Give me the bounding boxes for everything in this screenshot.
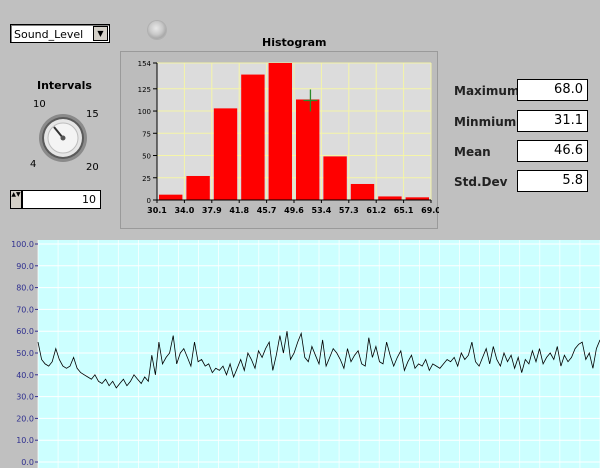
knob-tick-label: 15 xyxy=(86,109,99,120)
waveform-y-tick-label: 40.0 xyxy=(16,371,34,380)
histogram-x-tick-label: 69.0 xyxy=(421,206,439,215)
waveform-y-tick-label: 90.0 xyxy=(16,262,34,271)
stat-value-mean: 46.6 xyxy=(517,140,588,162)
histogram-title: Histogram xyxy=(262,36,327,49)
stat-value-minimum: 31.1 xyxy=(517,110,588,132)
histogram-bar xyxy=(213,108,238,200)
waveform-y-tick-label: 100.0 xyxy=(11,240,34,249)
histogram-bar xyxy=(323,156,347,200)
histogram-bar xyxy=(296,99,320,200)
channel-selector[interactable]: Sound_Level ▼ xyxy=(10,24,110,43)
histogram-y-tick-label: 154 xyxy=(138,60,152,68)
histogram-panel: 154 125 100 75 50 25 0 30.1 34.0 37.9 41.8 45.7 49.6… xyxy=(120,51,442,229)
histogram-bar xyxy=(186,175,210,200)
waveform-y-tick-label: 50.0 xyxy=(16,349,34,358)
histogram-y-tick-label: 50 xyxy=(142,153,151,161)
histogram-x-tick-label: 30.1 xyxy=(147,206,167,215)
waveform-chart: 100.0 90.0 80.0 70.0 60.0 50.0 40.0 30.0 20.0 10.… xyxy=(11,240,600,468)
histogram-x-tick-label: 61.2 xyxy=(366,206,386,215)
stat-label-stddev: Std.Dev xyxy=(454,175,508,189)
stat-label-minimum: Minmium xyxy=(454,115,517,129)
waveform-y-tick-label: 80.0 xyxy=(16,284,34,293)
knob-tick-label: 20 xyxy=(86,162,99,173)
histogram-x-tick-label: 45.7 xyxy=(257,206,277,215)
histogram-bar xyxy=(378,196,402,200)
interval-value-field[interactable]: 10 xyxy=(22,190,101,209)
led-indicator-icon[interactable] xyxy=(148,21,166,39)
knob-tick-label: 4 xyxy=(30,159,37,170)
histogram-x-tick-label: 53.4 xyxy=(312,206,332,215)
waveform-y-tick-label: 0.0 xyxy=(21,458,34,467)
histogram-x-tick-label: 57.3 xyxy=(339,206,359,215)
interval-increment-button[interactable]: ▲▼ xyxy=(10,190,22,209)
histogram-bar xyxy=(268,63,292,200)
histogram-bar xyxy=(241,74,265,200)
stat-label-maximum: Maximum xyxy=(454,84,520,98)
intervals-title: Intervals xyxy=(37,79,92,92)
histogram-x-tick-label: 65.1 xyxy=(394,206,414,215)
histogram-x-tick-label: 34.0 xyxy=(175,206,195,215)
histogram-y-tick-label: 75 xyxy=(142,130,151,138)
histogram-x-tick-label: 37.9 xyxy=(202,206,222,215)
histogram-y-tick-label: 100 xyxy=(138,108,151,116)
waveform-y-tick-label: 70.0 xyxy=(16,305,34,314)
histogram-bar xyxy=(350,183,375,200)
channel-selector-value: Sound_Level xyxy=(14,28,84,41)
histogram-y-tick-label: 125 xyxy=(138,86,151,94)
knob-tick-label: 10 xyxy=(33,99,46,110)
histogram-y-tick-label: 0 xyxy=(147,197,151,205)
waveform-y-tick-label: 30.0 xyxy=(16,393,34,402)
waveform-y-tick-label: 10.0 xyxy=(16,436,34,445)
histogram-bar xyxy=(159,194,183,200)
intervals-knob[interactable] xyxy=(33,110,93,166)
stat-value-maximum: 68.0 xyxy=(517,79,588,101)
stat-value-stddev: 5.8 xyxy=(517,170,588,192)
histogram-x-tick-label: 49.6 xyxy=(284,206,304,215)
histogram-x-tick-label: 41.8 xyxy=(229,206,249,215)
waveform-y-tick-label: 20.0 xyxy=(16,414,34,423)
histogram-bar xyxy=(405,197,429,200)
histogram-chart: 154 125 100 75 50 25 030.1 34.0 37.9 41.8 45.7 49.6… xyxy=(138,60,442,215)
waveform-y-tick-label: 60.0 xyxy=(16,327,34,336)
waveform-trace xyxy=(37,331,600,389)
stat-label-mean: Mean xyxy=(454,145,491,159)
dropdown-arrow-icon[interactable]: ▼ xyxy=(93,26,108,41)
histogram-y-tick-label: 25 xyxy=(142,175,151,183)
